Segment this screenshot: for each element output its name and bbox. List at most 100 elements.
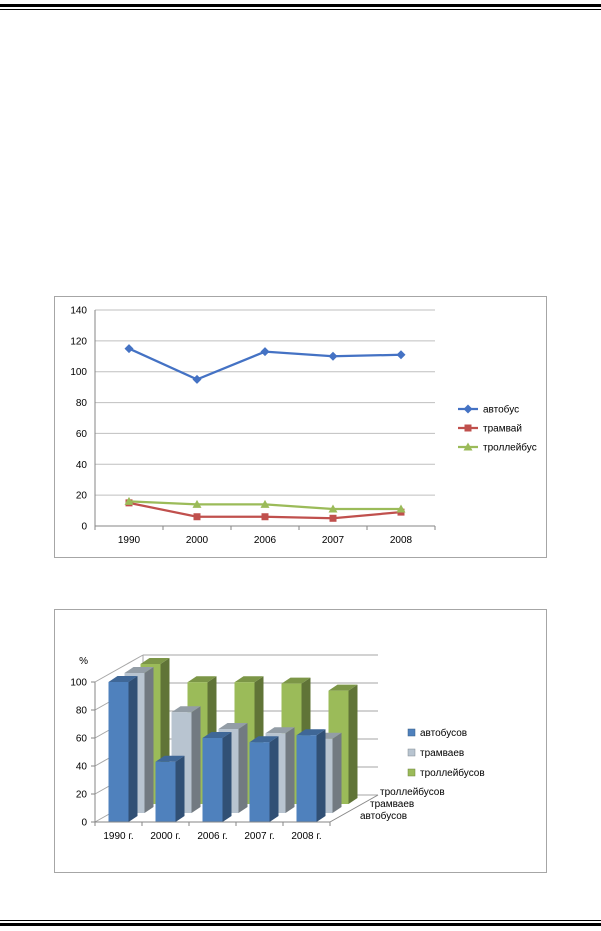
legend-swatch	[407, 748, 416, 757]
data-point	[464, 424, 472, 432]
bar-top	[202, 732, 232, 738]
data-point	[192, 499, 202, 508]
bar-chart-3d: 0 20 40 60 80 100% 1990 г. 2000 г. 2006 г. 2007 г…	[54, 609, 547, 873]
x-tick-label: 2000	[186, 535, 209, 546]
bar-top	[249, 736, 279, 743]
legend-label: автобусов	[420, 727, 467, 739]
bar-side	[175, 755, 185, 822]
gridline-side	[94, 654, 144, 683]
bottom-rule-thick	[0, 923, 601, 926]
bar-side	[144, 667, 154, 813]
y-tick-label: 100	[70, 678, 87, 689]
bar-side	[348, 684, 358, 804]
y-tick-label: 100	[70, 367, 87, 378]
series-троллейбус	[124, 496, 406, 513]
bar-side	[222, 732, 232, 822]
legend-item: троллейбус	[458, 442, 537, 454]
bar-side	[285, 727, 295, 813]
bar	[296, 729, 326, 822]
bar-front	[108, 682, 129, 822]
depth-label: автобусов	[360, 810, 407, 822]
y-tick-label: 40	[76, 460, 88, 471]
top-rule-thin	[0, 9, 601, 10]
legend-label: трамваев	[420, 748, 464, 759]
bar	[108, 676, 138, 822]
bar-front	[155, 761, 176, 822]
bar-top	[296, 729, 326, 736]
legend-item: трамвай	[458, 424, 522, 435]
y-tick-label: 20	[76, 491, 88, 502]
bar-front	[202, 738, 223, 822]
y-tick-label: 120	[70, 336, 87, 347]
y-axis-title: %	[79, 656, 88, 667]
bar-chart-svg: 0 20 40 60 80 100% 1990 г. 2000 г. 2006 г. 2007 г…	[70, 654, 485, 842]
data-point	[260, 347, 270, 357]
bar	[249, 736, 279, 822]
legend-label: автобус	[483, 404, 519, 416]
y-tick-label: 140	[70, 306, 87, 317]
depth-axis	[329, 794, 379, 823]
bar-side	[269, 736, 279, 822]
legend-item: троллейбусов	[407, 767, 485, 779]
data-point	[396, 504, 406, 513]
legend-item: трамваев	[407, 748, 464, 759]
bar-top	[218, 723, 248, 729]
bar-top	[234, 676, 264, 683]
x-tick-label: 1990	[118, 535, 141, 546]
legend-swatch	[407, 728, 416, 737]
bar-top	[108, 676, 138, 682]
legend-swatch	[407, 768, 416, 777]
data-point	[192, 374, 202, 384]
bar-top	[281, 677, 311, 684]
x-tick-label: 2006 г.	[197, 831, 227, 842]
y-tick-label: 20	[76, 790, 88, 801]
data-point	[261, 513, 269, 521]
bar-front	[249, 742, 270, 822]
bar-side	[316, 729, 326, 822]
legend-label: троллейбус	[483, 442, 537, 454]
bar-top	[140, 658, 170, 664]
data-point	[328, 504, 338, 513]
x-tick-label: 1990 г.	[103, 831, 133, 842]
line-chart: 0 20 40 60 80 100 120 140 1990 2000 2006 2007 2008 ав…	[54, 296, 547, 558]
depth-label: трамваев	[370, 799, 414, 810]
y-tick-label: 60	[76, 734, 88, 745]
data-point	[463, 442, 473, 451]
bar	[202, 732, 232, 822]
bar-front	[296, 735, 317, 822]
data-point	[329, 514, 337, 522]
data-point	[124, 344, 134, 354]
data-point	[124, 496, 134, 505]
bar-top	[187, 676, 217, 683]
bar-top	[265, 727, 295, 734]
bar-top	[155, 755, 185, 762]
bar-side	[128, 676, 138, 822]
y-tick-label: 60	[76, 429, 88, 440]
bar-top	[328, 684, 358, 691]
x-tick-label: 2008	[390, 535, 413, 546]
bar-side	[238, 723, 248, 813]
legend-label: троллейбусов	[420, 767, 485, 779]
y-tick-label: 80	[76, 706, 88, 717]
legend-label: трамвай	[483, 424, 522, 435]
bottom-rule-thin	[0, 920, 601, 921]
bar-top	[171, 706, 201, 713]
bar-side	[332, 732, 342, 813]
legend-item: автобус	[458, 404, 519, 416]
bar-side	[191, 706, 201, 813]
y-tick-label: 0	[81, 818, 87, 829]
bar	[155, 755, 185, 822]
depth-label: троллейбусов	[380, 786, 445, 798]
top-rule-thick	[0, 4, 601, 7]
x-tick-label: 2006	[254, 535, 277, 546]
x-tick-label: 2007 г.	[244, 831, 274, 842]
data-point	[328, 351, 338, 361]
data-point	[260, 499, 270, 508]
x-tick-label: 2008 г.	[291, 831, 321, 842]
y-tick-label: 40	[76, 762, 88, 773]
data-point	[463, 404, 473, 414]
series-автобус	[124, 344, 406, 384]
data-point	[193, 513, 201, 521]
data-point	[396, 350, 406, 360]
y-tick-label: 0	[81, 522, 87, 533]
